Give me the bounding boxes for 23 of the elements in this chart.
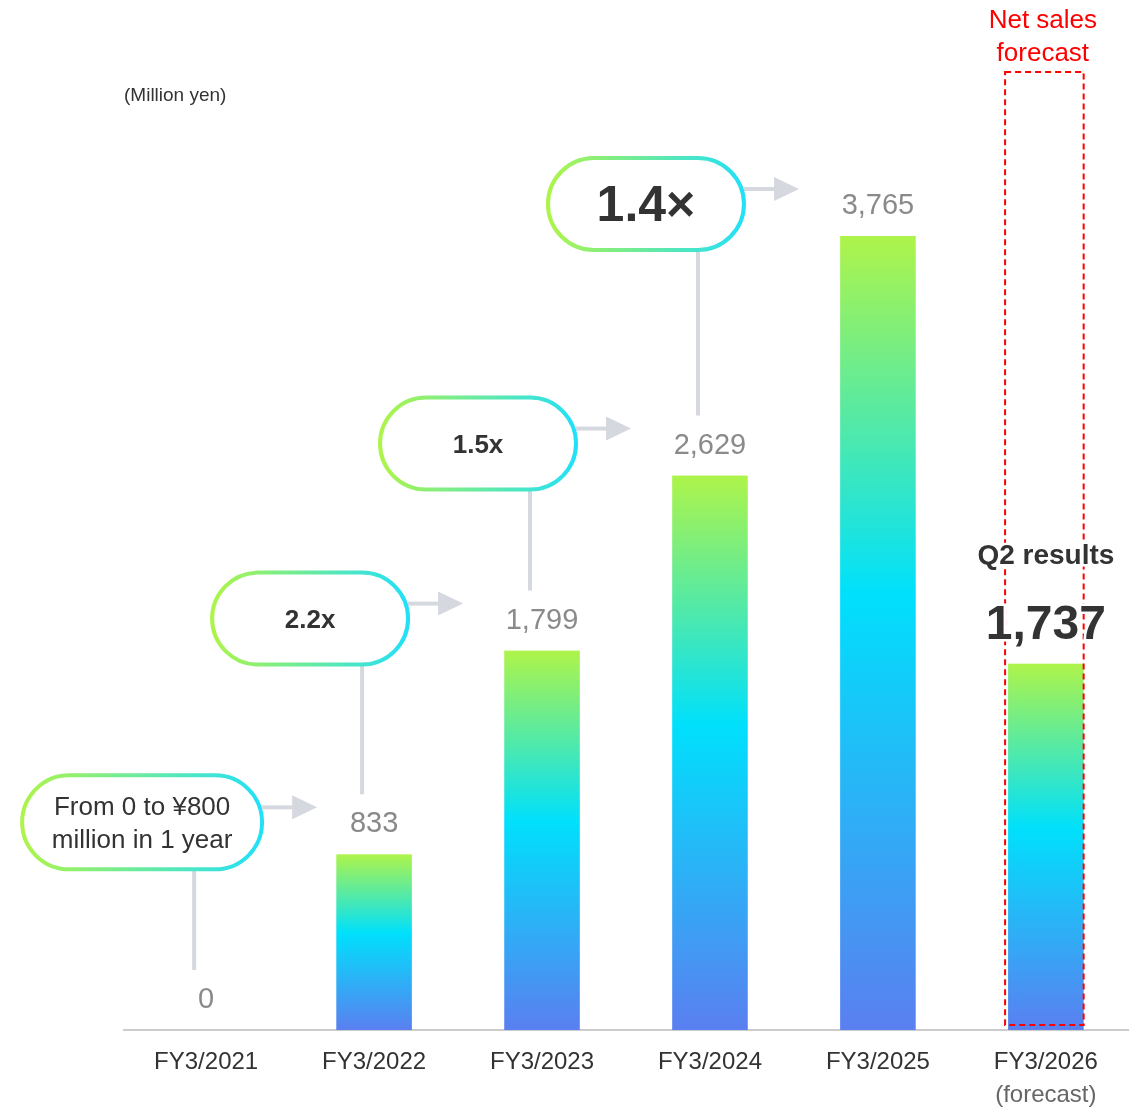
bar: [336, 854, 412, 1030]
data-label: 1,799: [505, 602, 579, 635]
annotation: Q2 results: [977, 538, 1115, 570]
text: (Million yen): [124, 84, 227, 105]
text: 1.4×: [596, 176, 696, 232]
x-tick-label: FY3/2021: [154, 1047, 259, 1074]
bar: [672, 475, 748, 1030]
x-tick-label: FY3/2026 (forecast): [993, 1047, 1098, 1107]
x-tick-label: FY3/2024: [657, 1047, 763, 1074]
x-tick-label: FY3/2023: [489, 1047, 595, 1074]
text: Net sales forecast: [988, 4, 1098, 67]
bar: [1008, 663, 1084, 1030]
data-label: 3,765: [841, 188, 915, 220]
x-tick-label: FY3/2025: [825, 1047, 930, 1074]
bar: [504, 650, 580, 1030]
data-label: 0: [198, 982, 215, 1014]
bar: [840, 236, 916, 1030]
data-label: 833: [349, 806, 399, 839]
x-tick-label: FY3/2022: [322, 1047, 427, 1074]
data-label: 2,629: [673, 427, 747, 460]
annotation: From 0 to ¥800 million in 1 year: [51, 791, 233, 855]
annotation: 1.5x: [452, 428, 504, 459]
annotation: 2.2x: [284, 603, 336, 634]
